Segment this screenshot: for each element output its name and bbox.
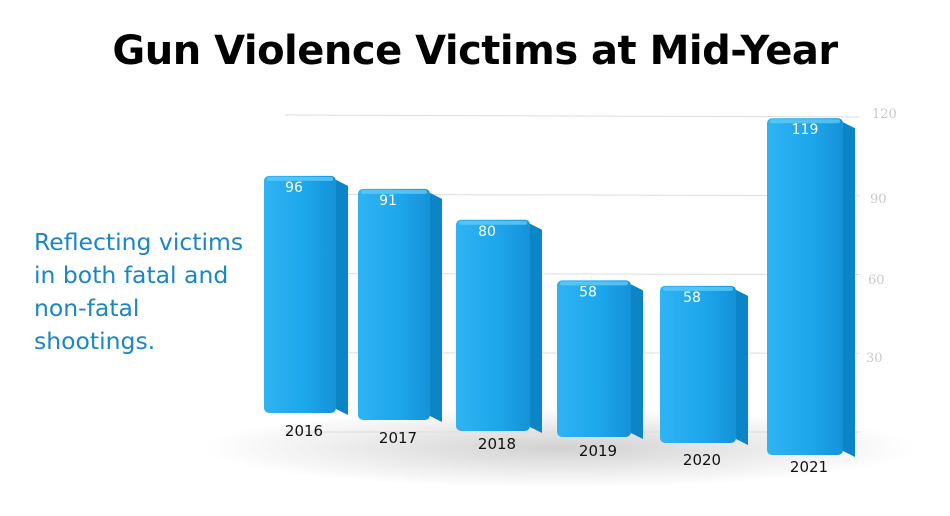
bar xyxy=(767,118,843,455)
bar-top xyxy=(770,119,840,124)
bar-value-label: 96 xyxy=(285,180,303,196)
y-tick-label: 60 xyxy=(868,273,885,288)
x-tick-label: 2016 xyxy=(285,422,323,440)
bar-side xyxy=(336,179,348,415)
bar-side xyxy=(843,122,855,457)
bar-side xyxy=(530,223,542,433)
bar xyxy=(557,280,631,437)
bar-side xyxy=(736,289,748,445)
bar-value-label: 58 xyxy=(579,284,597,300)
chart-subtitle: Reflecting victims in both fatal and non… xyxy=(34,228,244,355)
bar-side xyxy=(430,192,442,422)
bar-top xyxy=(267,176,333,181)
x-tick-label: 2017 xyxy=(379,429,417,447)
bar-side xyxy=(631,284,643,439)
bar xyxy=(358,188,430,420)
bar-value-label: 91 xyxy=(379,193,397,209)
x-tick-label: 2018 xyxy=(478,435,516,453)
bar-top xyxy=(663,286,733,291)
bar-top xyxy=(560,281,628,286)
y-tick-label: 90 xyxy=(870,192,887,207)
bar-value-label: 58 xyxy=(683,290,701,306)
x-tick-label: 2020 xyxy=(683,451,721,469)
bar xyxy=(456,219,530,431)
chart-title: Gun Violence Victims at Mid-Year xyxy=(112,28,838,74)
y-tick-label: 120 xyxy=(872,107,897,122)
bar xyxy=(264,175,336,413)
x-tick-label: 2019 xyxy=(579,442,617,460)
bars xyxy=(264,118,855,457)
bar-value-label: 80 xyxy=(478,224,496,240)
bar-top xyxy=(459,220,527,225)
y-tick-label: 30 xyxy=(866,351,883,366)
bar-value-label: 119 xyxy=(792,122,819,138)
x-tick-label: 2021 xyxy=(790,458,828,476)
grid-line xyxy=(284,114,861,118)
bar-top xyxy=(361,189,427,194)
bar-labels: 96 2016 91 2017 80 2018 58 2019 58 2020 119 2021 xyxy=(285,122,828,476)
bar xyxy=(660,285,736,443)
